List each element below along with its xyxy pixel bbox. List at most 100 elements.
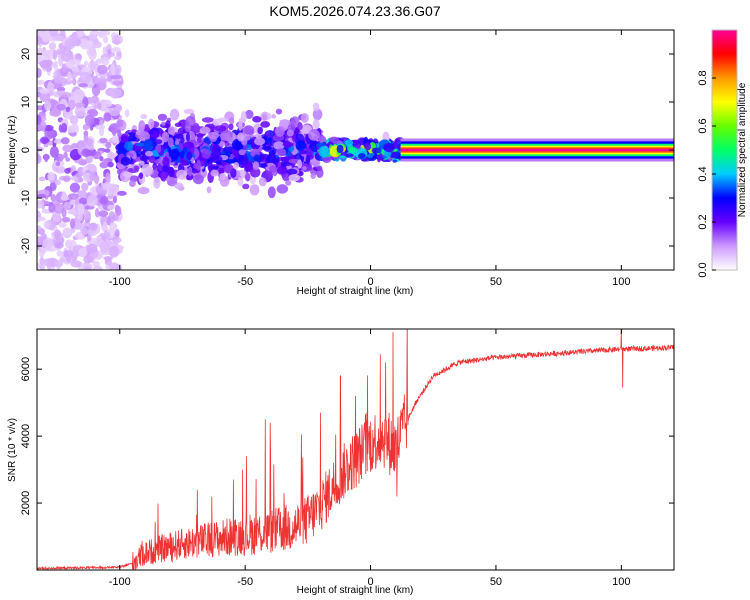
heatmap-cell [103, 112, 112, 122]
heatmap-cell [61, 191, 67, 201]
heatmap-cell [276, 166, 288, 175]
heatmap-cell [261, 146, 273, 151]
heatmap-cell [257, 163, 268, 168]
heatmap-cell [187, 166, 193, 177]
heatmap-cell [84, 150, 97, 156]
heatmap-cell [88, 33, 98, 40]
heatmap-cell [112, 39, 121, 45]
heatmap-cell [84, 114, 95, 127]
heatmap-cell [139, 160, 145, 166]
heatmap-cell [231, 138, 244, 151]
heatmap-cell [44, 128, 54, 140]
heatmap-cell [271, 114, 276, 119]
heatmap-cell [217, 117, 229, 123]
heatmap-cell [102, 221, 108, 232]
spectrogram-y-tick-label: 10 [20, 96, 32, 108]
heatmap-cell [54, 179, 62, 186]
heatmap-cell [61, 207, 67, 218]
heatmap-cell [274, 126, 285, 137]
heatmap-cell [99, 156, 104, 162]
heatmap-cell [48, 140, 53, 146]
heatmap-cell [37, 236, 44, 247]
heatmap-cell [105, 257, 111, 263]
heatmap-cell [138, 172, 144, 180]
heatmap-cell [174, 133, 184, 139]
heatmap-cell [88, 222, 98, 231]
heatmap-cell [311, 158, 321, 167]
heatmap-cell [207, 131, 219, 140]
heatmap-cell [111, 135, 120, 144]
heatmap-cell [122, 171, 133, 178]
heatmap-cell [210, 155, 223, 164]
heatmap-cell [312, 118, 320, 130]
heatmap-cell [92, 41, 102, 49]
heatmap-cell [285, 180, 292, 186]
heatmap-cell [201, 117, 214, 123]
heatmap-cell [84, 266, 91, 270]
snr-x-tick-label: 100 [612, 576, 630, 588]
spectrogram-y-tick-label: -10 [20, 190, 32, 206]
heatmap-cell [269, 165, 277, 173]
heatmap-cell [96, 235, 103, 240]
heatmap-cell [107, 49, 112, 55]
spectrogram-x-tick-label: 0 [367, 276, 373, 288]
heatmap-cell [377, 146, 382, 154]
heatmap-cell [185, 116, 196, 127]
heatmap-cell [124, 109, 130, 118]
heatmap-cell [107, 204, 116, 210]
heatmap-cell [109, 107, 121, 117]
heatmap-cell [74, 217, 81, 227]
heatmap-cell [276, 184, 289, 194]
heatmap-cell [46, 59, 53, 67]
heatmap-cell [254, 137, 265, 146]
colorbar-tick-label: 0.2 [697, 214, 709, 229]
heatmap-cell [243, 125, 254, 135]
heatmap-cell [344, 139, 354, 147]
heatmap-cell [54, 229, 62, 241]
heatmap-cell [56, 48, 66, 55]
heatmap-cell [305, 155, 311, 165]
heatmap-cell [79, 71, 92, 84]
heatmap-cell [37, 200, 45, 209]
heatmap-cell [219, 172, 227, 181]
heatmap-cell [131, 129, 137, 134]
heatmap-cell [53, 75, 66, 84]
snr-x-tick-label: 50 [490, 576, 502, 588]
snr-x-tick-label: 0 [367, 576, 373, 588]
heatmap-cell [153, 177, 161, 189]
spectrogram-x-ticks: -100 -50 0 50 100 [109, 30, 631, 288]
heatmap-cell [61, 216, 71, 223]
heatmap-cell [55, 161, 61, 167]
heatmap-cell [138, 131, 150, 142]
snr-y-tick-label: 6000 [20, 357, 32, 381]
colorbar-ticks: 0.0 0.2 0.4 0.6 0.8 [697, 70, 716, 278]
heatmap-cell [65, 157, 71, 162]
heatmap-cell [140, 113, 148, 120]
heatmap-cell [312, 108, 323, 121]
heatmap-cell [81, 227, 88, 235]
heatmap-cell [182, 141, 194, 149]
heatmap-cell [161, 121, 166, 126]
heatmap-cell [114, 229, 120, 238]
heatmap-carrier-band [400, 148, 674, 152]
heatmap-cell [139, 155, 148, 161]
heatmap-cell [308, 129, 320, 141]
heatmap-cell [168, 149, 180, 159]
heatmap-cell [77, 140, 83, 148]
heatmap-cell [129, 179, 136, 188]
heatmap-cell [233, 161, 240, 169]
heatmap-cell [44, 100, 52, 112]
heatmap-cell [37, 153, 42, 165]
heatmap-cell [298, 149, 308, 155]
heatmap-cell [280, 156, 289, 162]
heatmap-cell [37, 142, 41, 148]
heatmap-cell [44, 153, 49, 163]
spectrogram-x-tick-label: 100 [612, 276, 630, 288]
heatmap-cell [112, 195, 118, 204]
heatmap-cell [78, 197, 88, 205]
heatmap-cell [141, 164, 153, 176]
spectrogram-x-tick-label: 50 [490, 276, 502, 288]
heatmap-cell [102, 159, 109, 166]
heatmap-cell [267, 186, 276, 199]
